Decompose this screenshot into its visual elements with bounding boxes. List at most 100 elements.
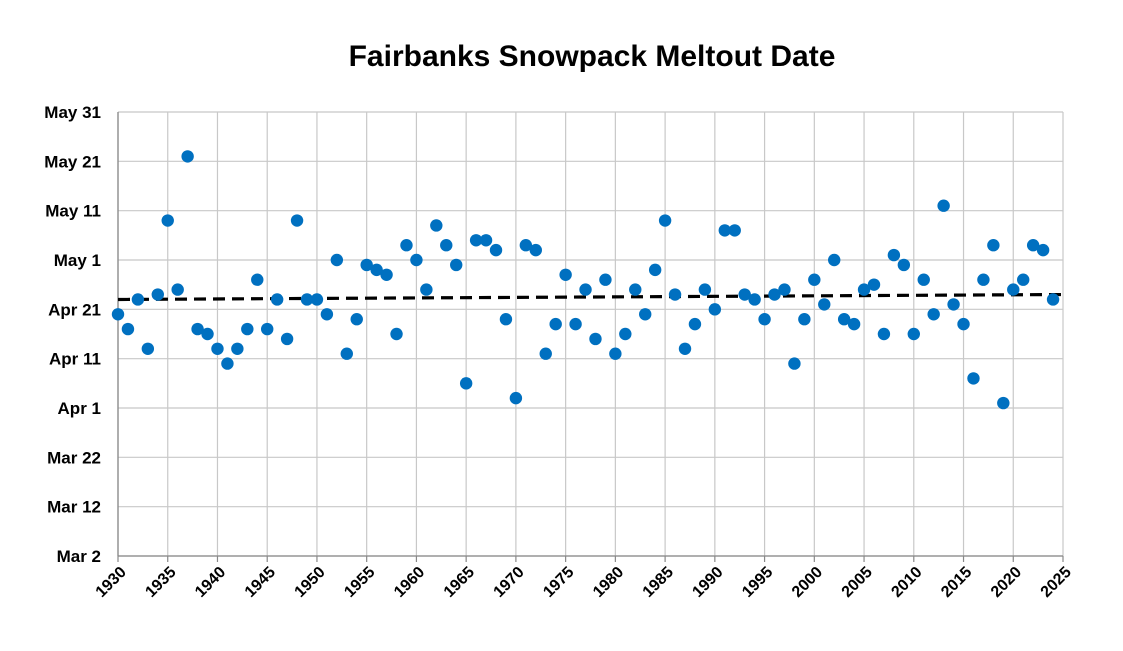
x-tick-label: 1955 [341, 564, 378, 601]
data-point [907, 327, 920, 341]
data-point [1026, 239, 1040, 252]
x-tick-label: 2015 [938, 564, 975, 601]
data-point [380, 268, 393, 281]
y-tick-label: May 21 [44, 152, 101, 171]
data-point [837, 313, 851, 326]
data-point [818, 298, 831, 311]
data-point [131, 293, 145, 306]
data-point [619, 327, 632, 341]
data-point [738, 288, 751, 301]
data-point [828, 253, 841, 267]
data-point [241, 322, 254, 336]
data-point [320, 308, 334, 321]
y-tick-label: May 31 [44, 103, 101, 122]
y-tick-label: May 1 [54, 251, 101, 270]
data-point [499, 313, 513, 326]
x-tick-label: 1990 [689, 564, 726, 601]
y-tick-label: Mar 2 [57, 547, 101, 566]
data-point [668, 288, 682, 301]
data-point [748, 293, 761, 306]
x-tick-label: 1985 [640, 564, 677, 601]
x-tick-label: 1950 [292, 564, 329, 601]
data-point [489, 243, 503, 257]
chart-title: Fairbanks Snowpack Meltout Date [349, 40, 836, 73]
data-point [847, 317, 861, 331]
data-point [917, 273, 930, 286]
data-point [887, 248, 901, 262]
data-point [549, 317, 562, 331]
data-point [121, 322, 135, 336]
data-point [718, 224, 731, 237]
data-point [420, 283, 433, 296]
data-point [151, 288, 164, 301]
data-point [639, 308, 652, 321]
data-point [340, 347, 353, 360]
y-tick-label: Mar 22 [47, 448, 101, 467]
data-point [1046, 293, 1060, 306]
gridlines [117, 111, 1064, 562]
x-tick-label: 1945 [242, 564, 279, 601]
x-tick-label: 2005 [839, 564, 876, 601]
data-point [251, 273, 264, 286]
data-point [808, 273, 821, 286]
data-points [111, 150, 1060, 410]
data-point [867, 278, 881, 291]
data-point [211, 342, 224, 355]
data-point [937, 199, 950, 212]
x-tick-label: 1940 [192, 564, 229, 601]
x-tick-label: 2020 [988, 564, 1025, 601]
data-point [927, 308, 940, 321]
x-tick-label: 2025 [1038, 564, 1075, 601]
data-point [290, 214, 304, 227]
data-point [171, 283, 184, 296]
data-point [857, 283, 871, 296]
x-tick-label: 1980 [590, 564, 627, 601]
data-point [231, 342, 244, 355]
x-tick-label: 1975 [540, 564, 577, 601]
x-tick-label: 1995 [739, 564, 776, 601]
data-point [111, 308, 125, 321]
data-point [768, 288, 781, 301]
data-point [161, 214, 174, 227]
data-point [957, 317, 970, 331]
data-point [310, 293, 324, 306]
data-point [519, 239, 533, 252]
x-tick-label: 1935 [142, 564, 179, 601]
data-point [997, 396, 1010, 410]
y-tick-label: Apr 11 [49, 350, 101, 369]
data-point [778, 283, 791, 296]
data-point [370, 263, 383, 277]
data-point [459, 377, 473, 390]
data-point [698, 283, 712, 296]
data-point [141, 342, 155, 355]
data-point [430, 219, 443, 232]
y-tick-label: Mar 12 [47, 498, 101, 517]
data-point [261, 322, 274, 336]
data-point [221, 357, 234, 370]
x-tick-label: 1960 [391, 564, 428, 601]
data-point [479, 234, 493, 247]
data-point [589, 332, 602, 346]
y-axis-tick-labels: Mar 2 Mar 12 Mar 22 Apr 1 Apr 11 Apr 21 May 1 M… [44, 103, 101, 566]
data-point [191, 322, 204, 336]
y-tick-label: Apr 21 [48, 300, 101, 319]
data-point [450, 258, 463, 272]
data-point [509, 391, 523, 405]
data-point [280, 332, 294, 346]
x-tick-label: 1930 [93, 564, 130, 601]
data-point [539, 347, 552, 360]
data-point [967, 372, 980, 385]
data-point [569, 317, 582, 331]
x-tick-label: 1965 [441, 564, 478, 601]
data-point [798, 313, 811, 326]
data-point [609, 347, 622, 360]
x-axis-tick-labels: 1930 1935 1940 1945 1950 1955 1960 1965 1970 1975… [93, 564, 1075, 601]
data-point [658, 214, 672, 227]
data-point [529, 243, 542, 257]
y-tick-label: May 11 [45, 202, 101, 221]
data-point [469, 234, 483, 247]
data-point [897, 258, 911, 272]
data-point [559, 268, 572, 281]
